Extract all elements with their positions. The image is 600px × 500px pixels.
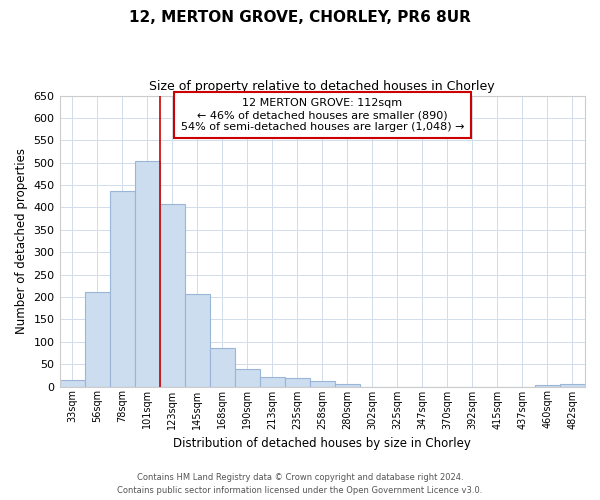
- Bar: [160, 204, 185, 386]
- Bar: [185, 294, 209, 386]
- Bar: [260, 376, 285, 386]
- Title: Size of property relative to detached houses in Chorley: Size of property relative to detached ho…: [149, 80, 495, 93]
- Bar: [85, 292, 110, 386]
- Bar: [335, 384, 360, 386]
- Bar: [134, 162, 160, 386]
- Bar: [110, 191, 134, 386]
- Text: 12, MERTON GROVE, CHORLEY, PR6 8UR: 12, MERTON GROVE, CHORLEY, PR6 8UR: [129, 10, 471, 25]
- Bar: [285, 378, 310, 386]
- Bar: [310, 380, 335, 386]
- Text: 12 MERTON GROVE: 112sqm
← 46% of detached houses are smaller (890)
54% of semi-d: 12 MERTON GROVE: 112sqm ← 46% of detache…: [181, 98, 464, 132]
- Bar: [59, 380, 85, 386]
- Bar: [535, 385, 560, 386]
- Bar: [235, 368, 260, 386]
- Y-axis label: Number of detached properties: Number of detached properties: [15, 148, 28, 334]
- Text: Contains HM Land Registry data © Crown copyright and database right 2024.
Contai: Contains HM Land Registry data © Crown c…: [118, 474, 482, 495]
- Bar: [209, 348, 235, 387]
- Bar: [560, 384, 585, 386]
- X-axis label: Distribution of detached houses by size in Chorley: Distribution of detached houses by size …: [173, 437, 471, 450]
